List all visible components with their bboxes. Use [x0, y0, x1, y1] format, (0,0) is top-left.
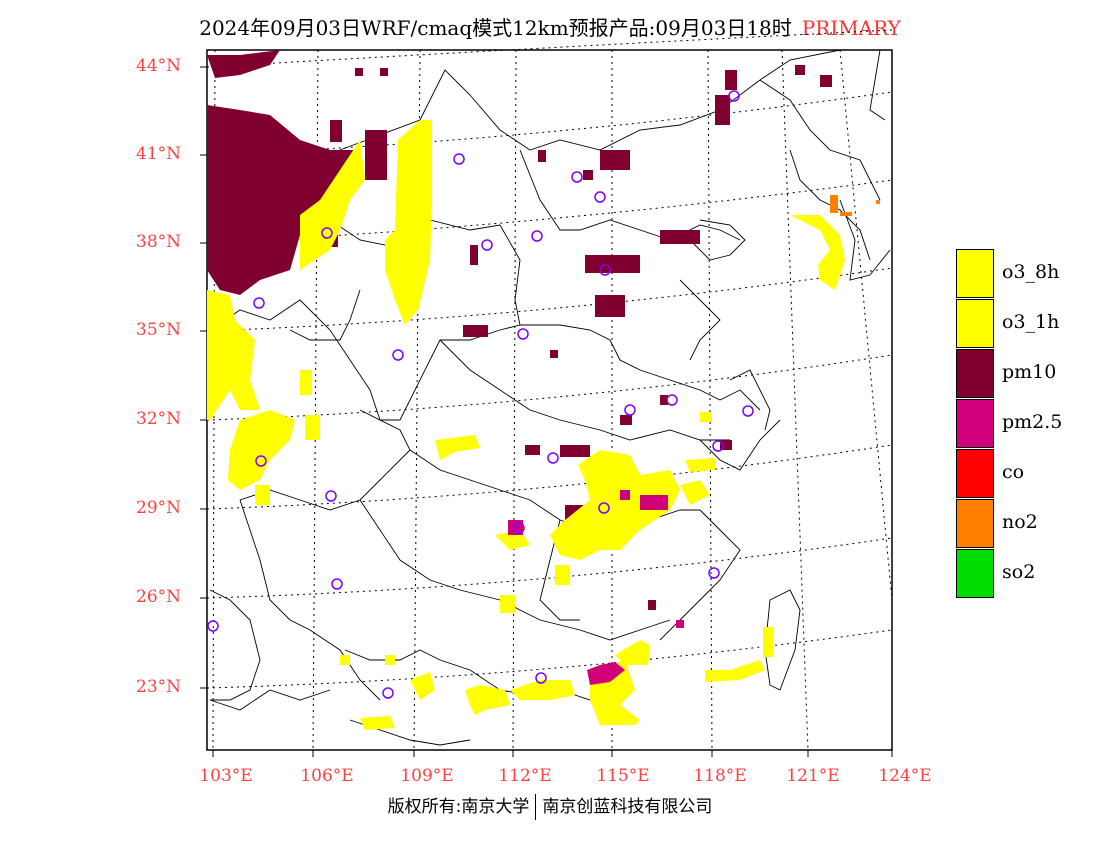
legend-swatch-pm25: [956, 399, 994, 448]
o3-regions: [207, 120, 845, 730]
lat-label-23: 23°N: [136, 677, 182, 697]
legend-label-o3-8h: o3_8h: [1002, 261, 1060, 283]
legend-swatch-o3-8h: [956, 249, 994, 298]
legend-label-pm10: pm10: [1002, 361, 1057, 383]
lon-label-118: 118°E: [693, 766, 747, 786]
lat-label-29: 29°N: [136, 498, 182, 518]
pm25-regions: [508, 490, 684, 685]
legend-swatch-pm10: [956, 349, 994, 398]
lat-label-26: 26°N: [136, 587, 182, 607]
legend-swatch-o3-1h: [956, 299, 994, 348]
legend-label-so2: so2: [1002, 561, 1036, 583]
footer-separator: [535, 794, 537, 820]
legend-label-pm25: pm2.5: [1002, 411, 1063, 433]
map-title: 2024年09月03日WRF/cmaq模式12km预报产品:09月03日18时 P…: [0, 12, 1100, 41]
lat-label-41: 41°N: [136, 144, 182, 164]
lat-label-38: 38°N: [136, 232, 182, 252]
lon-label-112: 112°E: [498, 766, 552, 786]
lat-ticks: [200, 66, 207, 689]
station-markers: [207, 90, 754, 699]
legend-label-no2: no2: [1002, 511, 1038, 533]
copyright-footer: 版权所有:南京大学 南京创蓝科技有限公司: [0, 792, 1100, 820]
legend-swatch-so2: [956, 549, 994, 598]
lat-label-44: 44°N: [136, 56, 182, 76]
lon-label-121: 121°E: [786, 766, 840, 786]
lon-ticks: [212, 750, 893, 757]
lon-label-106: 106°E: [300, 766, 354, 786]
copyright-left: 版权所有:南京大学: [387, 797, 530, 817]
lon-label-103: 103°E: [199, 766, 253, 786]
lon-label-124: 124°E: [878, 766, 932, 786]
title-text: 2024年09月03日WRF/cmaq模式12km预报产品:09月03日18时: [199, 16, 792, 40]
pm10-regions: [207, 50, 832, 610]
lat-label-35: 35°N: [136, 320, 182, 340]
no2-regions: [830, 195, 880, 216]
lat-label-32: 32°N: [136, 409, 182, 429]
lon-label-115: 115°E: [596, 766, 650, 786]
legend-label-o3-1h: o3_1h: [1002, 311, 1060, 333]
legend-swatch-co: [956, 449, 994, 498]
primary-tag: PRIMARY: [801, 16, 901, 40]
lon-label-109: 109°E: [400, 766, 454, 786]
graticule: [206, 29, 893, 751]
copyright-right: 南京创蓝科技有限公司: [542, 797, 713, 817]
legend-label-co: co: [1002, 461, 1025, 483]
legend-swatch-no2: [956, 499, 994, 548]
